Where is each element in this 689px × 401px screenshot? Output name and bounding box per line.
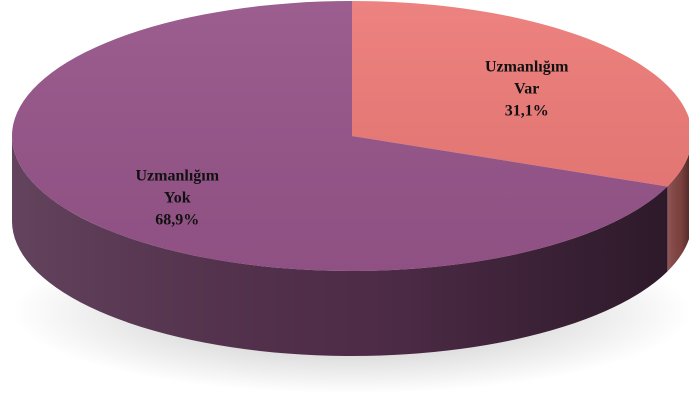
slice-0-value-label: 31,1% bbox=[505, 103, 549, 120]
slice-1-name-line: Uzmanlığım bbox=[136, 167, 220, 184]
slice-1-top-sheen bbox=[12, 1, 668, 271]
slice-1-label: Uzmanlığım Yok 68,9% bbox=[136, 167, 220, 228]
slice-1-value-label: 68,9% bbox=[155, 211, 199, 228]
slice-0-side-shading bbox=[667, 153, 689, 272]
pie-tops bbox=[12, 1, 689, 271]
slice-0-top-sheen bbox=[352, 1, 689, 187]
slice-1-name-line: Yok bbox=[164, 189, 191, 206]
slice-0-name-line: Var bbox=[514, 81, 539, 98]
pie-labels: Uzmanlığım Var 31,1% Uzmanlığım Yok 68,9% bbox=[136, 59, 570, 229]
slice-0-name-line: Uzmanlığım bbox=[485, 59, 569, 76]
slice-1-side-shading bbox=[12, 136, 668, 356]
slice-0-label: Uzmanlığım Var 31,1% bbox=[485, 59, 569, 120]
pie-sides bbox=[12, 136, 689, 356]
